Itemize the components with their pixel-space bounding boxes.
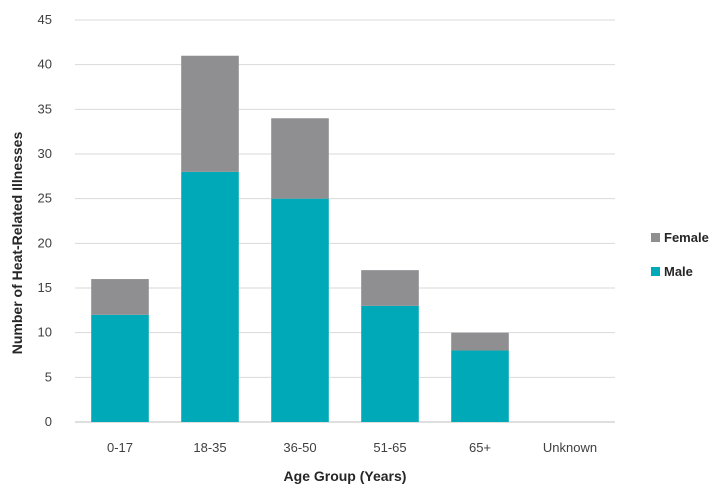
y-tick-label: 45 [38, 12, 52, 27]
legend: Female Male [651, 230, 709, 279]
y-tick-label: 35 [38, 101, 52, 116]
bar-female-36-50 [271, 118, 329, 199]
y-tick-label: 15 [38, 280, 52, 295]
x-tick-label: 65+ [469, 440, 491, 455]
bar-female-51-65 [361, 270, 419, 306]
legend-label-female: Female [664, 230, 709, 245]
y-tick-label: 30 [38, 146, 52, 161]
gridlines [75, 19, 615, 423]
bar-male-65+ [451, 350, 509, 422]
y-axis-title: Number of Heat-Related Illnesses [9, 132, 25, 355]
y-tick-label: 20 [38, 235, 52, 250]
y-tick-label: 0 [45, 414, 52, 429]
bar-male-36-50 [271, 198, 329, 422]
x-tick-labels: 0-17 18-35 36-50 51-65 65+ Unknown [107, 440, 597, 455]
y-tick-label: 10 [38, 325, 52, 340]
bars [91, 55, 509, 422]
y-tick-label: 40 [38, 57, 52, 72]
legend-swatch-male [651, 267, 660, 276]
x-tick-label: 18-35 [193, 440, 226, 455]
x-axis-title: Age Group (Years) [284, 468, 407, 484]
bar-female-65+ [451, 332, 509, 351]
bar-male-51-65 [361, 305, 419, 422]
y-tick-label: 25 [38, 191, 52, 206]
x-tick-label: 0-17 [107, 440, 133, 455]
bar-female-0-17 [91, 279, 149, 315]
bar-male-18-35 [181, 171, 239, 422]
x-tick-label: 51-65 [373, 440, 406, 455]
x-tick-label: 36-50 [283, 440, 316, 455]
bar-male-0-17 [91, 314, 149, 422]
y-tick-labels: 0 5 10 15 20 25 30 35 40 45 [38, 12, 52, 429]
y-tick-label: 5 [45, 369, 52, 384]
x-tick-label: Unknown [543, 440, 597, 455]
bar-female-18-35 [181, 55, 239, 172]
legend-swatch-female [651, 233, 660, 242]
legend-label-male: Male [664, 264, 693, 279]
